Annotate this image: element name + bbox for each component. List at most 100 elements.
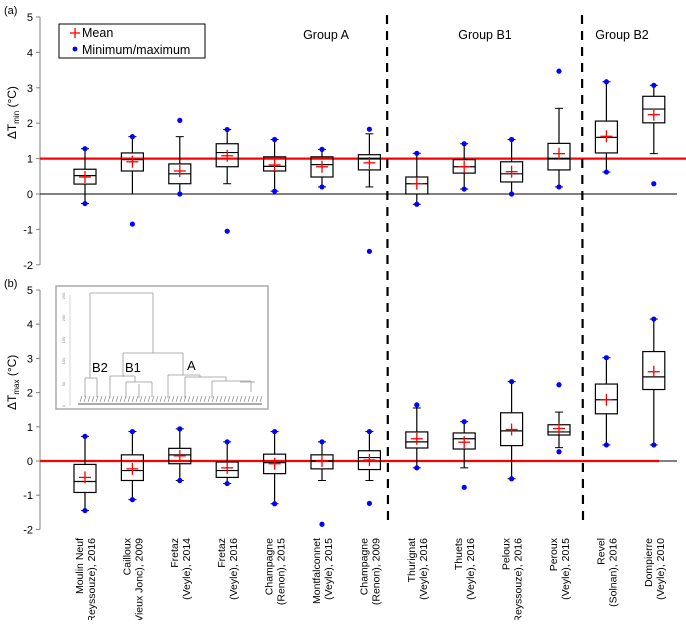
y-label-sub: min xyxy=(12,111,21,124)
dendrogram-leaf xyxy=(207,395,211,403)
dendrogram-leaf xyxy=(167,395,171,403)
dendrogram-leaf xyxy=(255,395,259,403)
box-9 xyxy=(452,419,476,490)
box-iqr xyxy=(168,447,192,465)
max-point xyxy=(224,126,230,133)
max-point xyxy=(82,433,88,439)
box-9 xyxy=(452,141,476,192)
category-label-line2: (Reyssouze), 2016 xyxy=(513,538,525,620)
inset-tick-label: 0 xyxy=(61,404,66,407)
category-label: Thurignat (Veyle), 2016 xyxy=(406,538,430,600)
dendrogram-leaf xyxy=(179,395,183,403)
max-point xyxy=(651,82,657,88)
box-iqr xyxy=(73,463,97,494)
box-12 xyxy=(594,355,619,448)
category-label: Moulin Neuf (Reyssouze), 2016 xyxy=(74,538,98,625)
y-label-main: ΔT xyxy=(5,123,19,139)
inset-cluster-label: A xyxy=(187,358,196,373)
dendrogram-leaf xyxy=(155,395,159,403)
y-axis-label: ΔTmax (°C) xyxy=(5,355,21,410)
box-2 xyxy=(120,134,145,227)
min-point xyxy=(366,500,372,507)
category-label-line1: Moulin Neuf xyxy=(74,538,86,594)
group-label: Group B2 xyxy=(595,28,649,42)
min-point xyxy=(82,200,88,207)
y-tick-label: 1 xyxy=(27,422,33,434)
max-point xyxy=(272,428,278,435)
max-point xyxy=(461,419,467,425)
box-iqr xyxy=(405,176,429,195)
dendrogram-leaf xyxy=(87,395,91,403)
box-3 xyxy=(168,426,192,484)
group-divider xyxy=(580,14,585,526)
box-iqr xyxy=(500,412,524,447)
dendrogram-leaf xyxy=(131,395,135,403)
max-point xyxy=(319,439,325,445)
dendrogram-leaf xyxy=(159,395,163,403)
max-point xyxy=(414,402,420,408)
legend-minmax-label: Minimum/maximum xyxy=(82,43,190,57)
dendrogram-leaf xyxy=(239,395,243,403)
box-iqr xyxy=(310,156,334,178)
max-point xyxy=(272,136,278,143)
box-1 xyxy=(73,146,97,207)
inset-cluster-label: B1 xyxy=(125,360,141,375)
box-iqr xyxy=(120,454,145,482)
dendrogram-leaf xyxy=(235,395,239,403)
legend-box xyxy=(58,23,206,59)
box-6 xyxy=(310,146,334,190)
dendrogram-leaf xyxy=(183,395,187,403)
category-label: Peroux (Veyle), 2015 xyxy=(548,537,572,600)
box-3 xyxy=(168,117,192,197)
max-point xyxy=(319,146,325,152)
box-8 xyxy=(405,150,429,207)
min-point xyxy=(224,480,230,487)
y-label-unit: (°C) xyxy=(5,355,19,380)
dendrogram-leaf xyxy=(83,395,87,403)
y-tick-label: -2 xyxy=(23,524,33,536)
category-label-line1: Revel xyxy=(595,538,607,565)
legend-mean-label: Mean xyxy=(82,26,113,40)
category-label-line2: (Renon), 2009 xyxy=(370,538,382,605)
max-point xyxy=(177,117,183,123)
dendrogram-leaf xyxy=(175,395,179,403)
box-iqr xyxy=(642,350,666,391)
min-point xyxy=(177,191,183,197)
max-point xyxy=(129,428,135,435)
inset-tick-label: 100 xyxy=(61,357,66,364)
box-10 xyxy=(500,379,524,482)
y-label-sub: max xyxy=(12,379,21,394)
legend: Mean Minimum/maximum xyxy=(58,23,206,59)
box-7 xyxy=(357,126,381,254)
category-label-line2: (Vieux Jonc), 2009 xyxy=(133,538,145,620)
max-point xyxy=(82,146,88,152)
box-iqr xyxy=(547,142,571,171)
box-10 xyxy=(500,136,524,197)
min-point xyxy=(651,181,657,187)
category-label: Thuets (Veyle), 2016 xyxy=(453,538,477,600)
min-point xyxy=(272,501,278,507)
y-tick-label: 3 xyxy=(27,353,33,365)
category-label: Champagne (Renon), 2015 xyxy=(264,538,288,605)
min-point xyxy=(509,476,515,482)
category-label-line1: Montfalconnet xyxy=(311,538,323,604)
y-tick-label: 5 xyxy=(27,12,33,24)
box-13 xyxy=(642,82,666,187)
inset-frame xyxy=(55,285,269,410)
dendrogram-leaf xyxy=(135,395,139,403)
min-point xyxy=(224,228,230,234)
group-label: Group A xyxy=(303,28,350,42)
dendrogram-leaf xyxy=(95,395,99,403)
min-point xyxy=(319,521,325,527)
dendrogram-leaf xyxy=(111,395,115,403)
dendrogram-leaf xyxy=(195,395,199,403)
panel-b: (b) -2 -1 0 1 2 3 4 5 ΔTmax (°C) xyxy=(4,278,677,536)
y-tick-label: -1 xyxy=(23,224,33,236)
min-point xyxy=(414,465,420,471)
category-label-line2: (Solnan), 2016 xyxy=(607,538,619,607)
min-point xyxy=(509,191,515,197)
y-tick-label: 1 xyxy=(27,154,33,166)
y-tick-label: 3 xyxy=(27,83,33,95)
box-6 xyxy=(310,439,334,527)
